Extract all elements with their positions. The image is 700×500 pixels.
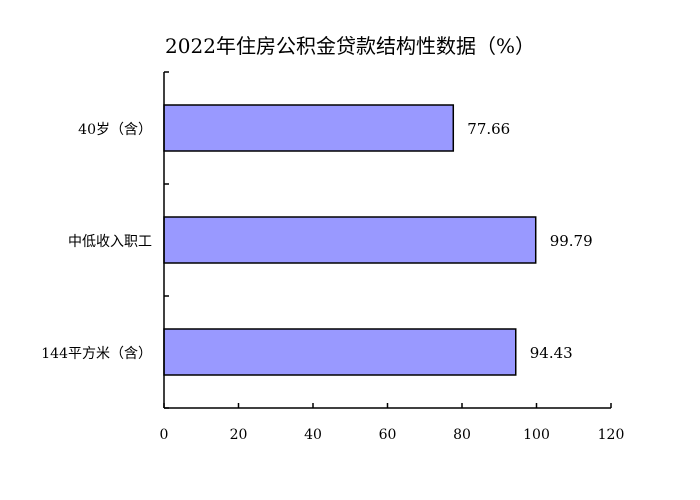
x-tick-label: 0 — [160, 427, 169, 443]
bar — [163, 328, 517, 376]
x-tick-label: 100 — [523, 427, 550, 443]
category-label: 40岁（含） — [78, 122, 152, 138]
data-label: 77.66 — [467, 120, 510, 138]
category-label: 144平方米（含） — [41, 346, 152, 362]
x-tick-label: 20 — [230, 427, 248, 443]
x-tick-label: 80 — [453, 427, 471, 443]
chart-title: 2022年住房公积金贷款结构性数据（%） — [165, 34, 535, 58]
bar — [163, 104, 455, 152]
data-label: 94.43 — [530, 344, 573, 362]
category-label: 中低收入职工 — [68, 234, 152, 250]
data-label: 99.79 — [550, 232, 593, 250]
x-tick-label: 60 — [379, 427, 397, 443]
x-tick-label: 120 — [598, 427, 625, 443]
x-tick-label: 40 — [304, 427, 322, 443]
bar — [163, 216, 537, 264]
